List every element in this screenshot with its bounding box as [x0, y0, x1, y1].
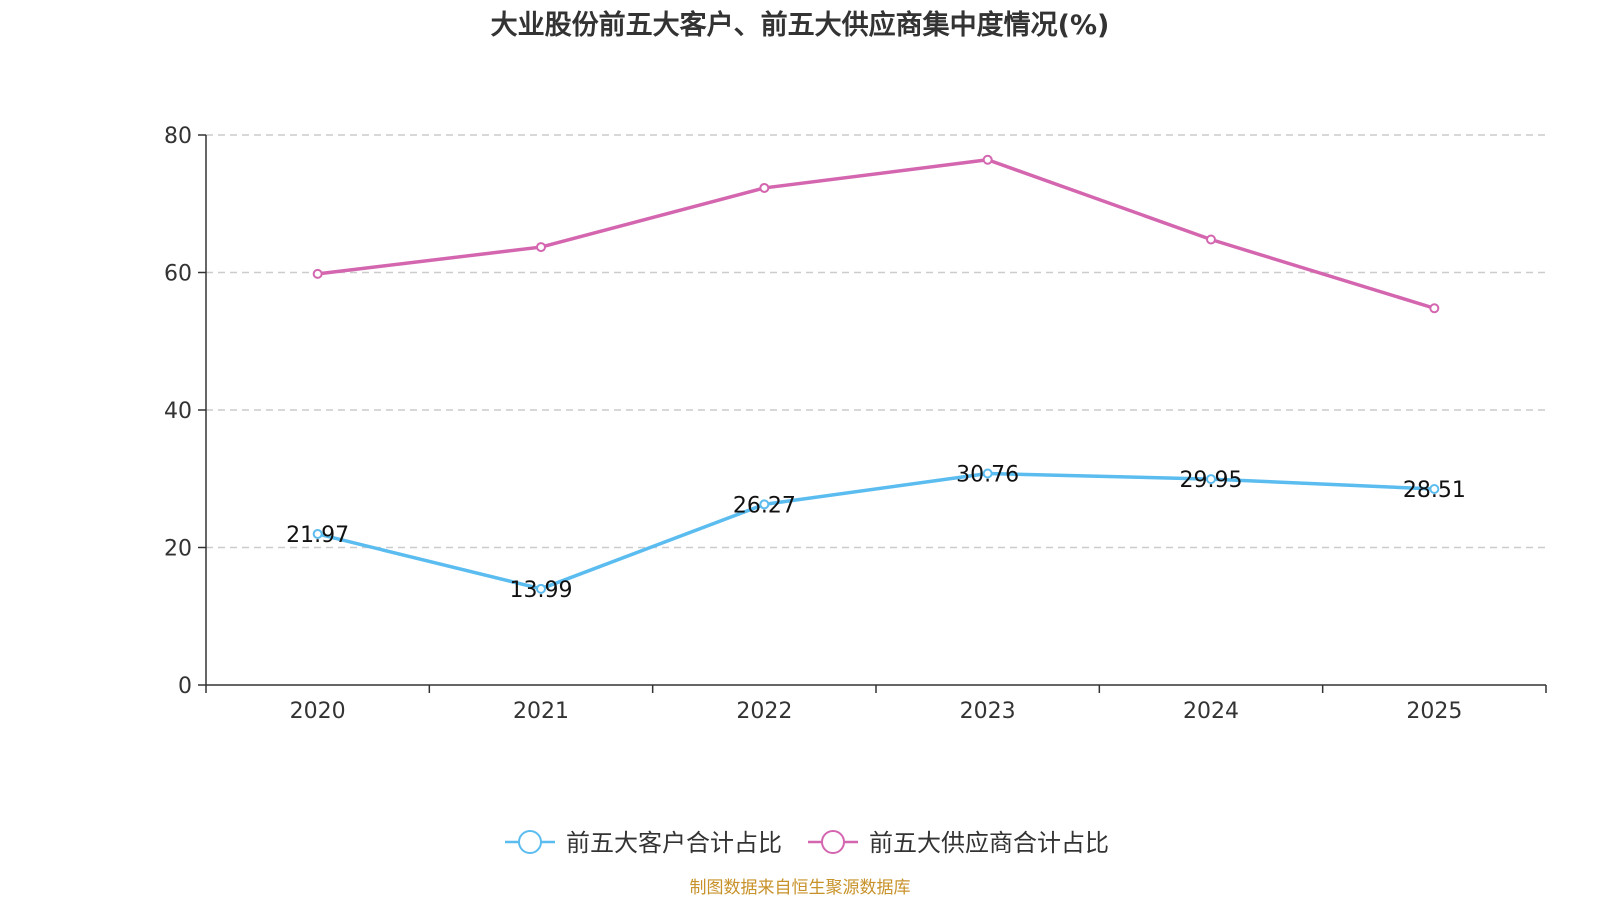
data-label: 21.97 — [286, 523, 349, 548]
axes: 0 20 40 60 80 2020 2021 2022 2023 2024 2025 — [164, 124, 1547, 724]
x-tick-label: 2025 — [1406, 699, 1462, 724]
data-labels: 21.97 13.99 26.27 30.76 29.95 28.51 — [286, 463, 1466, 603]
data-label: 29.95 — [1180, 468, 1243, 493]
data-point — [982, 468, 993, 479]
data-point — [536, 242, 546, 253]
legend-marker — [821, 830, 845, 854]
legend-item[interactable]: 前五大客户合计占比 — [505, 829, 782, 857]
legend-marker — [518, 830, 542, 854]
data-point — [982, 154, 993, 165]
data-label: 30.76 — [956, 463, 1019, 488]
y-tick-label: 20 — [164, 537, 192, 562]
chart-title: 大业股份前五大客户、前五大供应商集中度情况(%) — [491, 9, 1110, 41]
data-point — [1429, 483, 1440, 494]
x-tick-label: 2023 — [960, 699, 1016, 724]
x-tick-label: 2021 — [513, 699, 569, 724]
legend-label: 前五大客户合计占比 — [566, 829, 782, 857]
source-note: 制图数据来自恒生聚源数据库 — [690, 878, 911, 898]
series-line — [317, 471, 1435, 591]
data-point — [312, 268, 323, 279]
y-tick-label: 80 — [164, 124, 192, 149]
data-point — [536, 583, 546, 594]
data-point — [759, 182, 770, 193]
data-label: 28.51 — [1403, 478, 1466, 503]
data-point — [1206, 474, 1216, 485]
data-point — [759, 499, 770, 510]
y-tick-label: 60 — [164, 262, 192, 287]
series-line — [317, 158, 1435, 310]
data-point — [312, 528, 323, 539]
data-point — [1206, 234, 1216, 245]
y-tick-label: 0 — [178, 674, 192, 699]
x-tick-label: 2022 — [736, 699, 792, 724]
x-tick-label: 2020 — [290, 699, 346, 724]
data-point — [1429, 303, 1440, 314]
legend[interactable]: 前五大客户合计占比 前五大供应商合计占比 — [505, 829, 1109, 857]
series-lines — [312, 154, 1440, 594]
data-label: 26.27 — [733, 493, 796, 518]
x-tick-label: 2024 — [1183, 699, 1239, 724]
legend-item[interactable]: 前五大供应商合计占比 — [808, 829, 1109, 857]
legend-label: 前五大供应商合计占比 — [869, 829, 1109, 857]
y-tick-label: 40 — [164, 399, 192, 424]
data-label: 13.99 — [510, 578, 573, 603]
